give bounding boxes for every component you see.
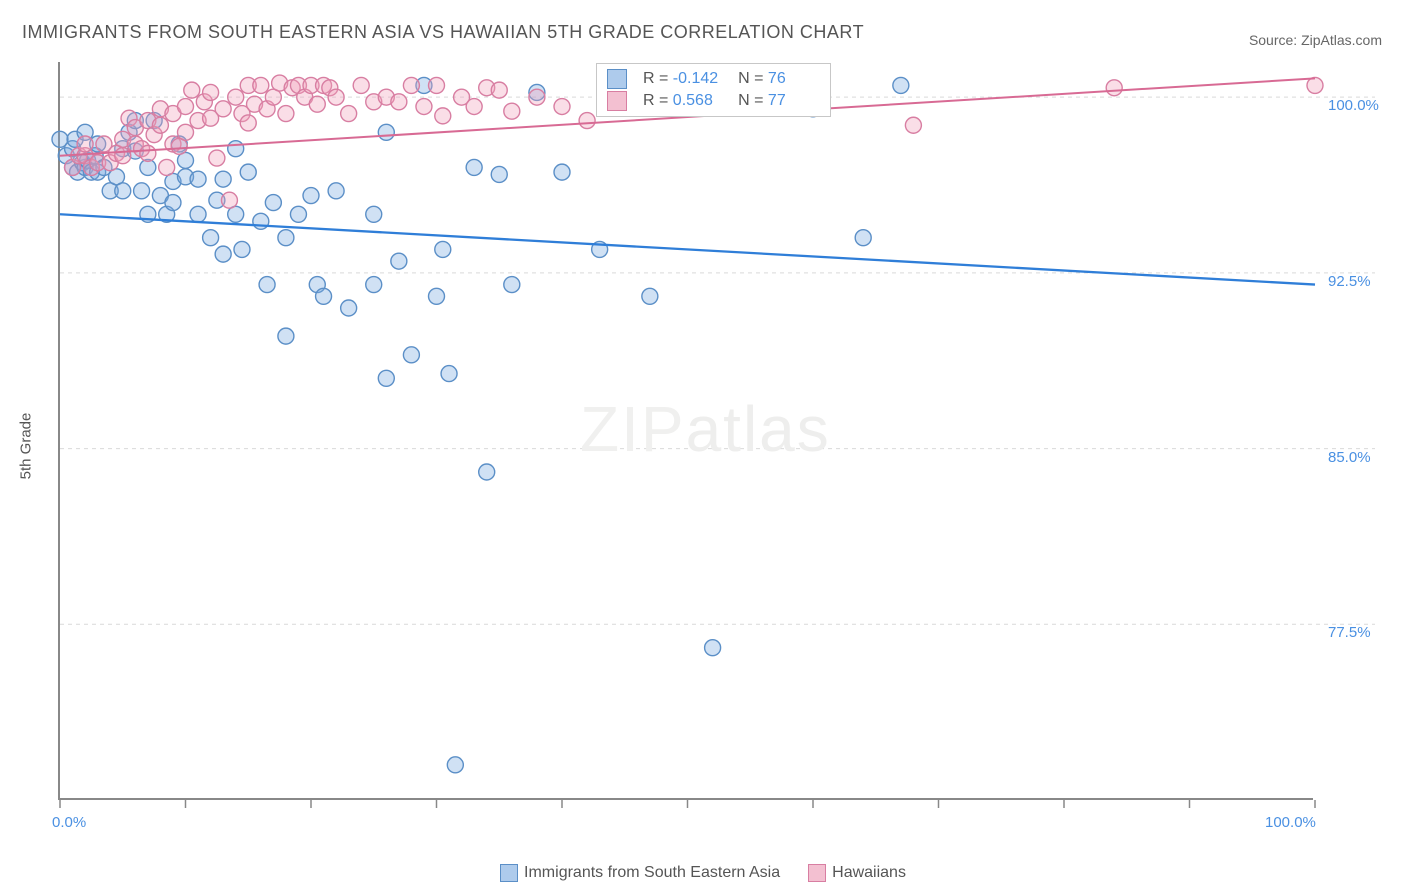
legend-label-hawaiians: Hawaiians [832,864,906,881]
corr-legend-text: R = -0.142 N = 76 [643,70,820,88]
bottom-legend: Immigrants from South Eastern Asia Hawai… [0,864,1406,882]
corr-legend-row: R = 0.568 N = 77 [607,90,820,112]
correlation-legend: R = -0.142 N = 76 R = 0.568 N = 77 [596,63,831,117]
source-link[interactable]: ZipAtlas.com [1301,32,1382,48]
legend-item-hawaiians: Hawaiians [808,864,906,882]
y-tick-label: 85.0% [1328,449,1371,466]
source-attribution: Source: ZipAtlas.com [1249,32,1382,48]
corr-legend-swatch [607,69,627,89]
legend-swatch-hawaiians [808,864,826,882]
plot-wrapper: ZIPatlas R = -0.142 N = 76 R = 0.568 N =… [58,62,1382,832]
legend-item-immigrants: Immigrants from South Eastern Asia [500,864,780,882]
x-tick-label: 100.0% [1265,814,1316,831]
x-tick-label: 0.0% [52,814,86,831]
source-prefix: Source: [1249,32,1301,48]
plot-area: ZIPatlas R = -0.142 N = 76 R = 0.568 N =… [58,62,1313,800]
y-tick-label: 100.0% [1328,97,1379,114]
legend-swatch-immigrants [500,864,518,882]
legend-label-immigrants: Immigrants from South Eastern Asia [524,864,780,881]
corr-legend-swatch [607,91,627,111]
corr-legend-row: R = -0.142 N = 76 [607,68,820,90]
y-tick-label: 92.5% [1328,273,1371,290]
chart-title: IMMIGRANTS FROM SOUTH EASTERN ASIA VS HA… [22,22,864,43]
corr-legend-text: R = 0.568 N = 77 [643,92,820,110]
scatter-plot-svg [60,62,1315,800]
y-axis-label: 5th Grade [18,413,35,480]
y-tick-label: 77.5% [1328,624,1371,641]
